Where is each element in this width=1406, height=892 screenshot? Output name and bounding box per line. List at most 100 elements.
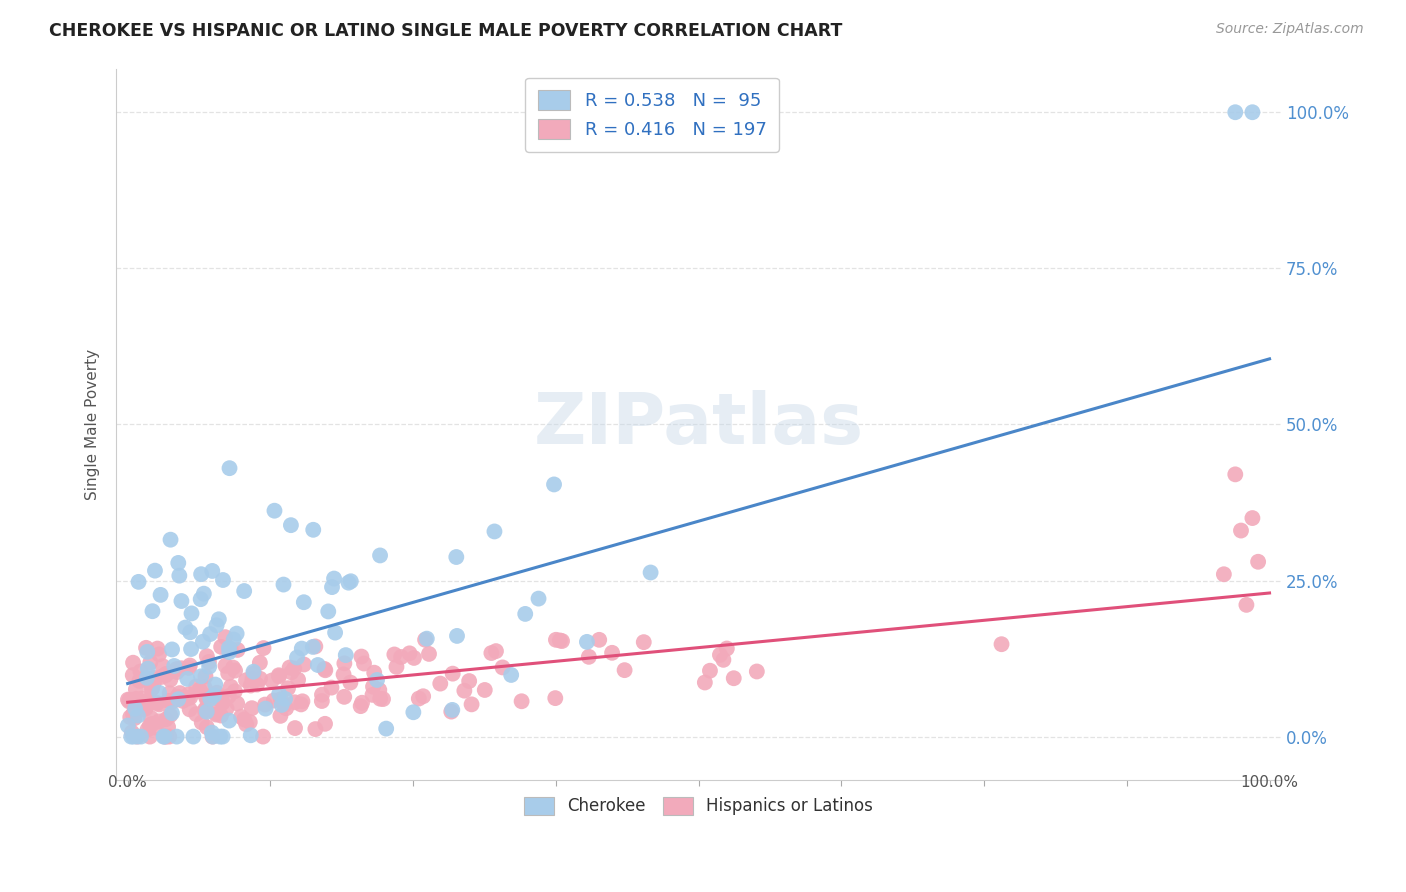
Point xyxy=(194,704,217,718)
Point xyxy=(201,730,224,744)
Point xyxy=(321,681,343,695)
Point xyxy=(174,621,197,635)
Point xyxy=(139,655,162,669)
Point xyxy=(136,645,159,659)
Point xyxy=(389,650,412,665)
Point xyxy=(368,549,391,563)
Point xyxy=(277,681,299,696)
Point xyxy=(311,694,333,708)
Point xyxy=(155,668,177,682)
Point xyxy=(159,533,181,547)
Point xyxy=(333,657,356,671)
Point xyxy=(233,584,256,599)
Point xyxy=(254,701,277,715)
Point xyxy=(323,625,346,640)
Point xyxy=(361,680,384,694)
Point xyxy=(149,588,172,602)
Point xyxy=(304,640,326,654)
Point xyxy=(118,693,141,707)
Point xyxy=(160,695,183,709)
Point xyxy=(284,721,307,735)
Point xyxy=(122,730,145,744)
Point xyxy=(141,681,163,696)
Point xyxy=(361,688,384,702)
Point xyxy=(990,637,1012,651)
Point xyxy=(269,687,291,701)
Point xyxy=(270,692,292,706)
Point xyxy=(333,690,356,704)
Point xyxy=(134,696,156,710)
Point xyxy=(205,618,228,632)
Point xyxy=(125,730,148,744)
Point xyxy=(484,524,506,539)
Text: 0.0%: 0.0% xyxy=(108,775,148,790)
Point xyxy=(316,604,339,618)
Point xyxy=(139,718,162,732)
Point xyxy=(155,712,177,726)
Point xyxy=(170,661,193,675)
Point xyxy=(242,665,264,679)
Point xyxy=(128,574,150,589)
Point xyxy=(176,672,198,686)
Point xyxy=(166,662,188,676)
Point xyxy=(280,665,302,680)
Point xyxy=(242,672,264,686)
Point xyxy=(292,657,315,672)
Point xyxy=(212,573,235,587)
Point xyxy=(311,688,333,702)
Point xyxy=(339,675,361,690)
Point xyxy=(249,672,271,686)
Point xyxy=(337,575,360,590)
Point xyxy=(270,698,292,712)
Point xyxy=(460,698,482,712)
Point xyxy=(693,675,716,690)
Point xyxy=(142,671,165,685)
Point xyxy=(207,691,229,706)
Point xyxy=(273,577,295,591)
Point xyxy=(214,630,236,644)
Legend: Cherokee, Hispanics or Latinos: Cherokee, Hispanics or Latinos xyxy=(515,787,883,825)
Point xyxy=(127,693,149,707)
Point xyxy=(429,676,451,690)
Point xyxy=(350,649,373,664)
Point xyxy=(136,662,159,676)
Point xyxy=(218,461,240,475)
Point xyxy=(217,666,239,681)
Point xyxy=(160,642,183,657)
Point xyxy=(402,651,425,665)
Point xyxy=(136,699,159,714)
Point xyxy=(211,730,233,744)
Point xyxy=(363,665,385,680)
Point xyxy=(124,701,146,715)
Point xyxy=(201,725,224,739)
Point xyxy=(548,633,571,648)
Point xyxy=(527,591,550,606)
Point xyxy=(157,730,180,744)
Point xyxy=(233,713,256,727)
Point xyxy=(321,580,343,594)
Point xyxy=(235,717,257,731)
Point xyxy=(183,730,205,744)
Point xyxy=(198,659,221,673)
Point xyxy=(170,594,193,608)
Point xyxy=(304,722,326,736)
Point xyxy=(371,692,394,706)
Point xyxy=(382,648,405,662)
Point xyxy=(441,666,464,681)
Point xyxy=(157,720,180,734)
Point xyxy=(136,671,159,685)
Point xyxy=(179,702,201,716)
Point xyxy=(218,640,240,655)
Point xyxy=(201,730,224,744)
Point xyxy=(195,705,218,719)
Point xyxy=(745,665,768,679)
Point xyxy=(385,660,408,674)
Point xyxy=(169,690,191,705)
Point xyxy=(588,632,610,647)
Point xyxy=(193,587,215,601)
Point xyxy=(198,627,221,641)
Point xyxy=(197,690,219,704)
Point xyxy=(239,678,262,692)
Point xyxy=(202,689,225,703)
Point xyxy=(186,680,208,694)
